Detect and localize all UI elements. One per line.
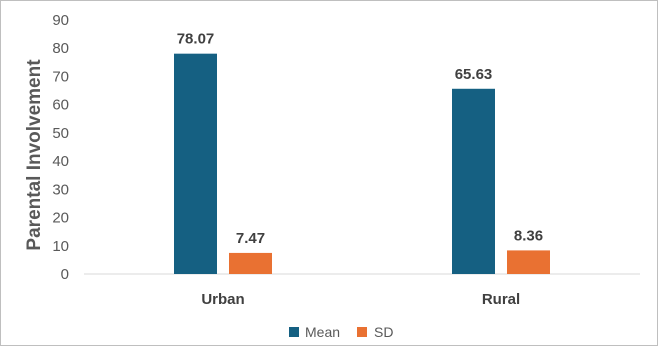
bars: 78.07 7.47 65.63 8.36 bbox=[174, 31, 550, 274]
y-tick-label: 20 bbox=[52, 210, 69, 227]
y-tick-label: 80 bbox=[52, 40, 69, 57]
y-tick-label: 50 bbox=[52, 125, 69, 142]
legend-swatch-sd bbox=[357, 327, 367, 337]
bar-mean-rural bbox=[452, 88, 495, 274]
category-labels: Urban Rural bbox=[201, 291, 520, 308]
data-label: 8.36 bbox=[514, 227, 543, 244]
y-axis-title: Parental Involvement bbox=[24, 59, 45, 251]
y-tick-label: 0 bbox=[61, 266, 69, 283]
y-tick-label: 10 bbox=[52, 238, 69, 255]
legend-label: SD bbox=[374, 324, 393, 340]
legend-label: Mean bbox=[305, 324, 340, 340]
data-label: 7.47 bbox=[236, 230, 265, 247]
y-tick-label: 30 bbox=[52, 181, 69, 198]
legend: Mean SD bbox=[289, 324, 393, 340]
legend-swatch-mean bbox=[289, 327, 299, 337]
x-category-label: Urban bbox=[201, 291, 244, 308]
data-label: 78.07 bbox=[177, 31, 215, 48]
bar-mean-urban bbox=[174, 53, 217, 274]
y-tick-label: 60 bbox=[52, 97, 69, 114]
x-category-label: Rural bbox=[482, 291, 520, 308]
y-tick-label: 70 bbox=[52, 68, 69, 85]
y-tick-label: 40 bbox=[52, 153, 69, 170]
y-axis-ticks: 0 10 20 30 40 50 60 70 80 90 bbox=[52, 12, 69, 283]
y-tick-label: 90 bbox=[52, 12, 69, 29]
bar-sd-urban bbox=[229, 252, 272, 274]
bar-sd-rural bbox=[507, 250, 550, 274]
data-label: 65.63 bbox=[455, 66, 493, 83]
